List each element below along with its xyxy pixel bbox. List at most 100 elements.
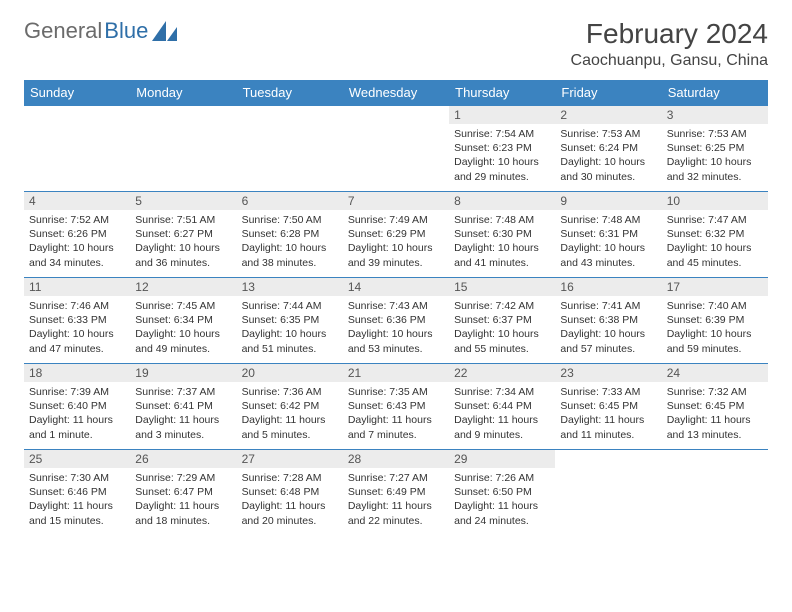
logo-sail-icon bbox=[152, 21, 178, 41]
calendar-day: 25Sunrise: 7:30 AMSunset: 6:46 PMDayligh… bbox=[24, 450, 130, 536]
month-title: February 2024 bbox=[571, 18, 768, 50]
day-body: Sunrise: 7:36 AMSunset: 6:42 PMDaylight:… bbox=[237, 382, 343, 446]
day-body: Sunrise: 7:52 AMSunset: 6:26 PMDaylight:… bbox=[24, 210, 130, 274]
day-body: Sunrise: 7:28 AMSunset: 6:48 PMDaylight:… bbox=[237, 468, 343, 532]
day-body: Sunrise: 7:50 AMSunset: 6:28 PMDaylight:… bbox=[237, 210, 343, 274]
calendar-row: 25Sunrise: 7:30 AMSunset: 6:46 PMDayligh… bbox=[24, 450, 768, 536]
day-body: Sunrise: 7:39 AMSunset: 6:40 PMDaylight:… bbox=[24, 382, 130, 446]
weekday-header: Thursday bbox=[449, 80, 555, 106]
logo: GeneralBlue bbox=[24, 18, 178, 44]
day-body: Sunrise: 7:48 AMSunset: 6:31 PMDaylight:… bbox=[555, 210, 661, 274]
calendar-day: 11Sunrise: 7:46 AMSunset: 6:33 PMDayligh… bbox=[24, 278, 130, 364]
day-number: 19 bbox=[130, 364, 236, 382]
calendar-day: 12Sunrise: 7:45 AMSunset: 6:34 PMDayligh… bbox=[130, 278, 236, 364]
weekday-header: Sunday bbox=[24, 80, 130, 106]
calendar-day: 20Sunrise: 7:36 AMSunset: 6:42 PMDayligh… bbox=[237, 364, 343, 450]
day-body: Sunrise: 7:42 AMSunset: 6:37 PMDaylight:… bbox=[449, 296, 555, 360]
calendar-day: 9Sunrise: 7:48 AMSunset: 6:31 PMDaylight… bbox=[555, 192, 661, 278]
day-number: 6 bbox=[237, 192, 343, 210]
day-number: 7 bbox=[343, 192, 449, 210]
calendar-empty bbox=[662, 450, 768, 536]
calendar-empty bbox=[130, 106, 236, 192]
day-number: 1 bbox=[449, 106, 555, 124]
day-body: Sunrise: 7:44 AMSunset: 6:35 PMDaylight:… bbox=[237, 296, 343, 360]
calendar-day: 24Sunrise: 7:32 AMSunset: 6:45 PMDayligh… bbox=[662, 364, 768, 450]
calendar-day: 17Sunrise: 7:40 AMSunset: 6:39 PMDayligh… bbox=[662, 278, 768, 364]
day-number: 23 bbox=[555, 364, 661, 382]
day-number: 12 bbox=[130, 278, 236, 296]
day-number: 24 bbox=[662, 364, 768, 382]
day-number: 10 bbox=[662, 192, 768, 210]
calendar-row: 1Sunrise: 7:54 AMSunset: 6:23 PMDaylight… bbox=[24, 106, 768, 192]
day-body: Sunrise: 7:51 AMSunset: 6:27 PMDaylight:… bbox=[130, 210, 236, 274]
calendar-empty bbox=[343, 106, 449, 192]
day-body: Sunrise: 7:49 AMSunset: 6:29 PMDaylight:… bbox=[343, 210, 449, 274]
day-number: 3 bbox=[662, 106, 768, 124]
calendar-day: 7Sunrise: 7:49 AMSunset: 6:29 PMDaylight… bbox=[343, 192, 449, 278]
calendar-row: 4Sunrise: 7:52 AMSunset: 6:26 PMDaylight… bbox=[24, 192, 768, 278]
day-number: 18 bbox=[24, 364, 130, 382]
day-body: Sunrise: 7:35 AMSunset: 6:43 PMDaylight:… bbox=[343, 382, 449, 446]
day-body: Sunrise: 7:33 AMSunset: 6:45 PMDaylight:… bbox=[555, 382, 661, 446]
day-number: 22 bbox=[449, 364, 555, 382]
calendar-empty bbox=[555, 450, 661, 536]
calendar-day: 8Sunrise: 7:48 AMSunset: 6:30 PMDaylight… bbox=[449, 192, 555, 278]
day-body: Sunrise: 7:47 AMSunset: 6:32 PMDaylight:… bbox=[662, 210, 768, 274]
day-body: Sunrise: 7:30 AMSunset: 6:46 PMDaylight:… bbox=[24, 468, 130, 532]
calendar-row: 11Sunrise: 7:46 AMSunset: 6:33 PMDayligh… bbox=[24, 278, 768, 364]
calendar-day: 26Sunrise: 7:29 AMSunset: 6:47 PMDayligh… bbox=[130, 450, 236, 536]
calendar-day: 4Sunrise: 7:52 AMSunset: 6:26 PMDaylight… bbox=[24, 192, 130, 278]
calendar-day: 29Sunrise: 7:26 AMSunset: 6:50 PMDayligh… bbox=[449, 450, 555, 536]
calendar-day: 23Sunrise: 7:33 AMSunset: 6:45 PMDayligh… bbox=[555, 364, 661, 450]
calendar-day: 15Sunrise: 7:42 AMSunset: 6:37 PMDayligh… bbox=[449, 278, 555, 364]
title-block: February 2024 Caochuanpu, Gansu, China bbox=[571, 18, 768, 70]
day-body: Sunrise: 7:41 AMSunset: 6:38 PMDaylight:… bbox=[555, 296, 661, 360]
calendar-day: 28Sunrise: 7:27 AMSunset: 6:49 PMDayligh… bbox=[343, 450, 449, 536]
day-number: 20 bbox=[237, 364, 343, 382]
location: Caochuanpu, Gansu, China bbox=[571, 52, 768, 70]
weekday-header: Tuesday bbox=[237, 80, 343, 106]
day-number: 25 bbox=[24, 450, 130, 468]
calendar-day: 16Sunrise: 7:41 AMSunset: 6:38 PMDayligh… bbox=[555, 278, 661, 364]
day-number: 27 bbox=[237, 450, 343, 468]
day-body: Sunrise: 7:37 AMSunset: 6:41 PMDaylight:… bbox=[130, 382, 236, 446]
calendar-day: 22Sunrise: 7:34 AMSunset: 6:44 PMDayligh… bbox=[449, 364, 555, 450]
calendar-day: 1Sunrise: 7:54 AMSunset: 6:23 PMDaylight… bbox=[449, 106, 555, 192]
day-number: 9 bbox=[555, 192, 661, 210]
weekday-header: Monday bbox=[130, 80, 236, 106]
logo-text-2: Blue bbox=[104, 18, 148, 44]
calendar-day: 14Sunrise: 7:43 AMSunset: 6:36 PMDayligh… bbox=[343, 278, 449, 364]
day-number: 8 bbox=[449, 192, 555, 210]
day-body: Sunrise: 7:46 AMSunset: 6:33 PMDaylight:… bbox=[24, 296, 130, 360]
calendar-day: 3Sunrise: 7:53 AMSunset: 6:25 PMDaylight… bbox=[662, 106, 768, 192]
day-number: 4 bbox=[24, 192, 130, 210]
day-body: Sunrise: 7:54 AMSunset: 6:23 PMDaylight:… bbox=[449, 124, 555, 188]
day-body: Sunrise: 7:53 AMSunset: 6:24 PMDaylight:… bbox=[555, 124, 661, 188]
day-body: Sunrise: 7:45 AMSunset: 6:34 PMDaylight:… bbox=[130, 296, 236, 360]
day-number: 29 bbox=[449, 450, 555, 468]
weekday-header: Saturday bbox=[662, 80, 768, 106]
calendar-table: SundayMondayTuesdayWednesdayThursdayFrid… bbox=[24, 80, 768, 536]
day-number: 13 bbox=[237, 278, 343, 296]
day-body: Sunrise: 7:29 AMSunset: 6:47 PMDaylight:… bbox=[130, 468, 236, 532]
calendar-day: 19Sunrise: 7:37 AMSunset: 6:41 PMDayligh… bbox=[130, 364, 236, 450]
day-body: Sunrise: 7:43 AMSunset: 6:36 PMDaylight:… bbox=[343, 296, 449, 360]
calendar-day: 2Sunrise: 7:53 AMSunset: 6:24 PMDaylight… bbox=[555, 106, 661, 192]
day-number: 2 bbox=[555, 106, 661, 124]
weekday-header: Wednesday bbox=[343, 80, 449, 106]
day-number: 28 bbox=[343, 450, 449, 468]
day-number: 11 bbox=[24, 278, 130, 296]
calendar-day: 27Sunrise: 7:28 AMSunset: 6:48 PMDayligh… bbox=[237, 450, 343, 536]
day-body: Sunrise: 7:27 AMSunset: 6:49 PMDaylight:… bbox=[343, 468, 449, 532]
day-number: 21 bbox=[343, 364, 449, 382]
calendar-empty bbox=[237, 106, 343, 192]
calendar-row: 18Sunrise: 7:39 AMSunset: 6:40 PMDayligh… bbox=[24, 364, 768, 450]
day-number: 14 bbox=[343, 278, 449, 296]
day-number: 16 bbox=[555, 278, 661, 296]
calendar-head: SundayMondayTuesdayWednesdayThursdayFrid… bbox=[24, 80, 768, 106]
day-body: Sunrise: 7:34 AMSunset: 6:44 PMDaylight:… bbox=[449, 382, 555, 446]
calendar-day: 18Sunrise: 7:39 AMSunset: 6:40 PMDayligh… bbox=[24, 364, 130, 450]
day-number: 26 bbox=[130, 450, 236, 468]
calendar-day: 13Sunrise: 7:44 AMSunset: 6:35 PMDayligh… bbox=[237, 278, 343, 364]
day-number: 5 bbox=[130, 192, 236, 210]
